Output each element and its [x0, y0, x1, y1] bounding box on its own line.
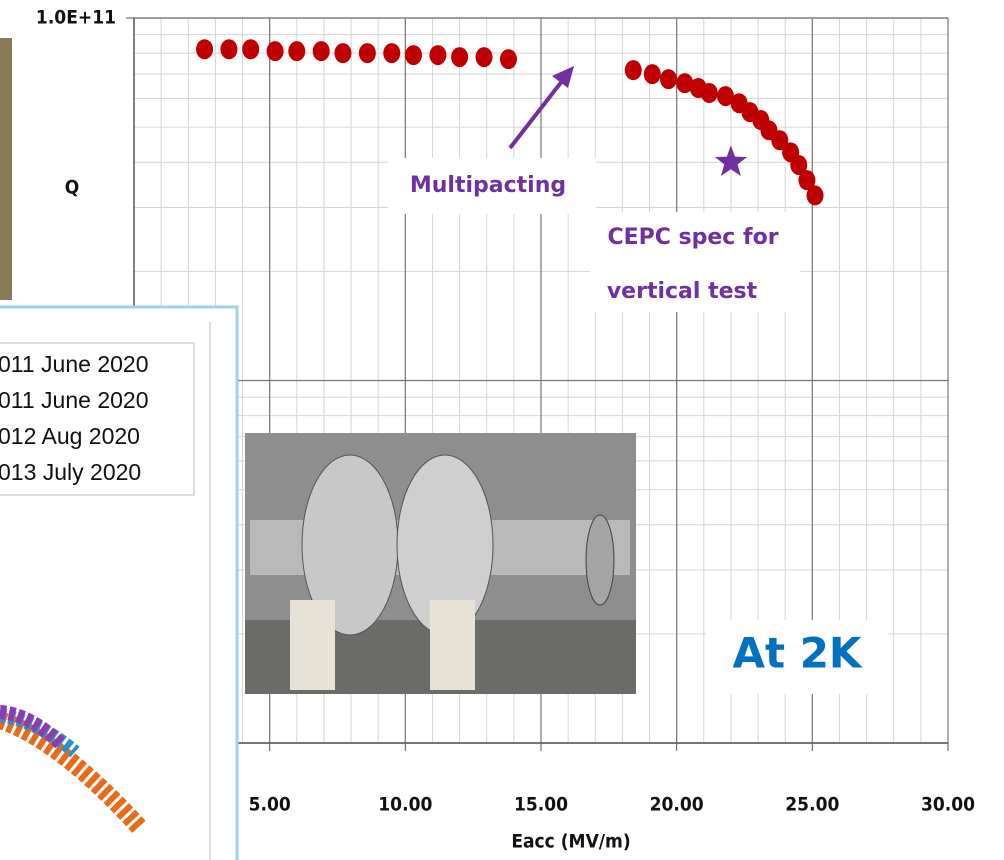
point	[242, 39, 260, 60]
point	[676, 73, 694, 94]
x-tick-label: 5.00	[249, 794, 291, 816]
point	[624, 60, 642, 81]
marks	[196, 39, 824, 206]
annotation-bg	[590, 212, 800, 312]
point	[288, 41, 306, 62]
photo-stand	[290, 600, 335, 690]
photo-stand	[430, 600, 475, 690]
badge-bg	[706, 620, 888, 694]
badge: At 2K	[733, 629, 863, 678]
point	[717, 86, 735, 107]
y-axis-label: Q	[65, 177, 80, 199]
cavity-photo	[245, 433, 636, 694]
x-tick-label: 20.00	[650, 794, 704, 816]
point	[196, 39, 214, 60]
point	[266, 41, 284, 62]
point	[358, 43, 376, 64]
point	[771, 130, 789, 151]
photo-strip	[0, 38, 12, 300]
annotation: CEPC spec for	[607, 225, 778, 250]
inset-legend-label: 011 June 2020	[0, 387, 149, 413]
point	[660, 69, 678, 90]
inset-cluster	[0, 708, 80, 758]
point	[700, 83, 718, 104]
point	[334, 43, 352, 64]
point	[790, 155, 808, 176]
photo-flange	[585, 514, 615, 606]
arrow	[508, 74, 568, 150]
labels: 5.00 10.00 15.00 20.00 25.00 30.00 1.0E+11 Q Eac…	[0, 7, 975, 860]
x-tick-label: 25.00	[785, 794, 839, 816]
inset-legend-label: 013 July 2020	[0, 459, 141, 485]
inset-legend-box	[0, 342, 195, 496]
point	[798, 170, 816, 191]
point	[643, 64, 661, 85]
point	[220, 39, 238, 60]
point	[806, 185, 824, 206]
x-axis-label: Eacc (MV/m)	[511, 831, 630, 853]
point	[429, 45, 447, 66]
annotation: Multipacting	[410, 173, 566, 198]
point	[451, 47, 469, 68]
y-tick-label: 1.0E+11	[36, 7, 116, 29]
x-tick-label: 10.00	[378, 794, 432, 816]
annotation: vertical test	[607, 279, 758, 304]
x-tick-label: 15.00	[514, 794, 568, 816]
inset-legend-label: 012 Aug 2020	[0, 423, 140, 449]
inset-cluster	[0, 705, 67, 751]
spec-star	[714, 145, 748, 176]
point	[404, 45, 422, 66]
point	[312, 41, 330, 62]
point	[475, 47, 493, 68]
inset-chart: 011 June 2020 011 June 2020 012 Aug 2020 01…	[0, 305, 239, 860]
point	[499, 49, 517, 70]
inset-cluster	[0, 711, 147, 835]
annotation-bg	[388, 158, 596, 214]
arrow-head	[552, 66, 574, 88]
x-tick-label: 30.00	[921, 794, 975, 816]
point	[383, 43, 401, 64]
inset-legend-label: 011 June 2020	[0, 351, 149, 377]
